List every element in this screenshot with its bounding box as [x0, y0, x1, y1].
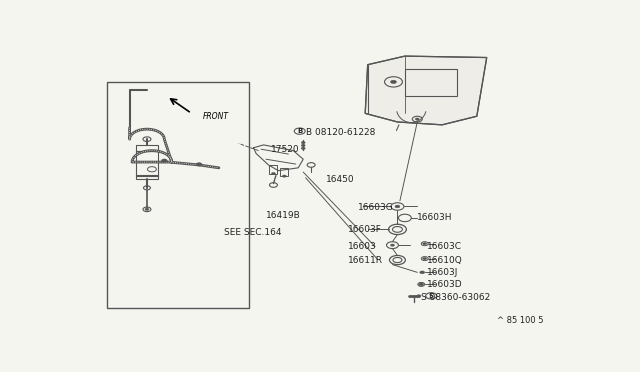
Text: 16603F: 16603F — [348, 225, 381, 234]
Text: B 08120-61228: B 08120-61228 — [306, 128, 375, 137]
Circle shape — [415, 118, 419, 120]
Bar — [108, 82, 248, 308]
Circle shape — [395, 205, 400, 208]
Bar — [136, 175, 158, 179]
Bar — [136, 145, 158, 151]
Circle shape — [301, 147, 305, 150]
Circle shape — [282, 175, 286, 177]
Circle shape — [423, 243, 427, 245]
Text: 16603J: 16603J — [428, 268, 459, 277]
Circle shape — [271, 172, 275, 175]
Circle shape — [423, 257, 427, 260]
Circle shape — [417, 295, 420, 297]
Text: 16419B: 16419B — [266, 211, 301, 219]
Text: 16603C: 16603C — [428, 242, 462, 251]
Text: B: B — [297, 128, 302, 134]
Polygon shape — [365, 56, 486, 125]
Circle shape — [390, 80, 396, 84]
Circle shape — [419, 283, 424, 286]
Text: S: S — [429, 293, 434, 299]
Bar — [136, 151, 158, 176]
Bar — [280, 167, 289, 176]
Circle shape — [420, 271, 425, 274]
Text: 16603G: 16603G — [358, 203, 394, 212]
Text: 16603: 16603 — [348, 242, 376, 251]
Text: 16611R: 16611R — [348, 256, 383, 264]
Circle shape — [161, 159, 167, 162]
Text: S 08360-63062: S 08360-63062 — [421, 293, 490, 302]
Text: 16450: 16450 — [326, 175, 354, 184]
Text: SEE SEC.164: SEE SEC.164 — [224, 228, 282, 237]
Circle shape — [145, 208, 149, 211]
Text: 16610Q: 16610Q — [428, 256, 463, 264]
Bar — [405, 69, 457, 96]
Text: 16603D: 16603D — [428, 280, 463, 289]
Text: 16603H: 16603H — [417, 214, 452, 222]
Circle shape — [390, 244, 394, 246]
Bar — [269, 165, 277, 173]
Text: ^ 85 100 5: ^ 85 100 5 — [497, 316, 543, 325]
Text: FRONT: FRONT — [203, 112, 229, 121]
Text: 17520: 17520 — [271, 145, 300, 154]
Circle shape — [301, 141, 305, 144]
Circle shape — [196, 163, 202, 166]
Circle shape — [301, 144, 305, 147]
